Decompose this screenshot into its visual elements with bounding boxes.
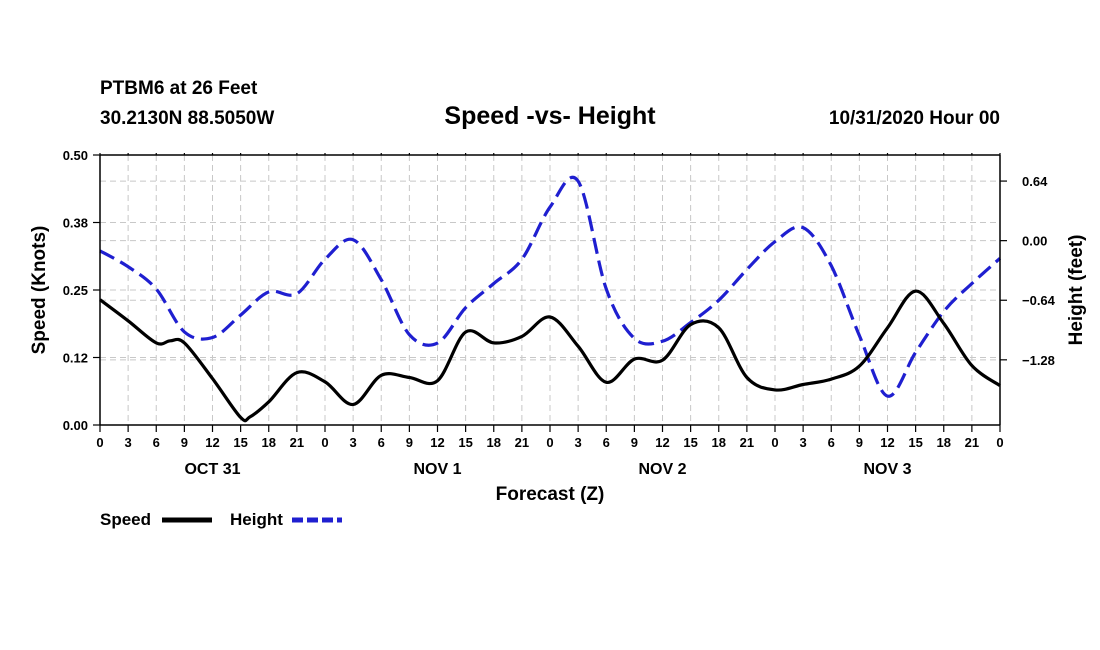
day-labels: OCT 31 NOV 1 NOV 2 NOV 3 <box>184 461 911 478</box>
x-tick-labels: 0 3 6 9 12 15 18 21 0 3 6 9 12 15 18 21 0 3 6 9 12 15 18 21 0 3 6 9… <box>96 435 1003 450</box>
x-tick-label: 3 <box>800 435 807 450</box>
x-tick-label: 3 <box>575 435 582 450</box>
y-right-tick-label: 0.64 <box>1022 174 1048 189</box>
day-label: OCT 31 <box>184 461 240 478</box>
right-y-tick-labels: 0.64 0.00 −0.64 −1.28 <box>1022 174 1056 368</box>
series-line-speed <box>99 289 1001 423</box>
day-label: NOV 1 <box>413 461 461 478</box>
day-label: NOV 2 <box>638 461 686 478</box>
y-left-tick-label: 0.50 <box>63 148 88 163</box>
x-tick-label: 18 <box>937 435 951 450</box>
x-tick-label: 15 <box>233 435 247 450</box>
x-tick-label: 9 <box>856 435 863 450</box>
station-title: PTBM6 at 26 Feet <box>100 78 258 99</box>
chart-title: Speed -vs- Height <box>444 102 656 130</box>
x-tick-label: 3 <box>350 435 357 450</box>
y-left-tick-label: 0.12 <box>63 351 88 366</box>
x-tick-label: 0 <box>771 435 778 450</box>
x-tick-label: 15 <box>458 435 472 450</box>
grid <box>100 155 1000 425</box>
y-left-tick-label: 0.38 <box>63 216 88 231</box>
x-tick-label: 9 <box>406 435 413 450</box>
x-tick-label: 21 <box>740 435 754 450</box>
series-line-height <box>99 175 1002 398</box>
x-tick-label: 6 <box>828 435 835 450</box>
legend-label-height: Height <box>230 510 283 529</box>
x-tick-label: 18 <box>487 435 501 450</box>
chart-date: 10/31/2020 Hour 00 <box>829 108 1000 129</box>
x-axis-title: Forecast (Z) <box>496 484 605 505</box>
x-tick-label: 6 <box>378 435 385 450</box>
y-right-tick-label: −1.28 <box>1022 353 1055 368</box>
x-tick-label: 3 <box>125 435 132 450</box>
y-right-tick-label: −0.64 <box>1022 293 1056 308</box>
y-left-tick-label: 0.00 <box>63 418 88 433</box>
x-tick-label: 0 <box>546 435 553 450</box>
x-tick-label: 0 <box>996 435 1003 450</box>
x-tick-label: 21 <box>965 435 979 450</box>
x-tick-label: 21 <box>515 435 529 450</box>
station-location: 30.2130N 88.5050W <box>100 108 274 129</box>
x-tick-label: 12 <box>205 435 219 450</box>
x-tick-label: 9 <box>181 435 188 450</box>
x-tick-label: 18 <box>712 435 726 450</box>
x-tick-label: 21 <box>290 435 304 450</box>
legend: Speed Height <box>100 510 342 529</box>
x-tick-label: 12 <box>430 435 444 450</box>
x-tick-label: 6 <box>153 435 160 450</box>
y-right-tick-label: 0.00 <box>1022 234 1047 249</box>
axes <box>93 153 1007 432</box>
x-tick-label: 9 <box>631 435 638 450</box>
y-left-tick-label: 0.25 <box>63 283 88 298</box>
x-tick-label: 12 <box>655 435 669 450</box>
x-tick-label: 0 <box>96 435 103 450</box>
x-tick-label: 15 <box>908 435 922 450</box>
x-tick-label: 15 <box>683 435 697 450</box>
left-y-axis-title: Speed (Knots) <box>29 226 50 355</box>
right-y-axis-title: Height (feet) <box>1066 235 1087 346</box>
day-label: NOV 3 <box>863 461 911 478</box>
series-layer <box>99 175 1002 423</box>
left-y-tick-labels: 0.00 0.12 0.25 0.38 0.50 <box>63 148 88 433</box>
legend-label-speed: Speed <box>100 510 151 529</box>
x-tick-label: 0 <box>321 435 328 450</box>
x-tick-label: 6 <box>603 435 610 450</box>
x-tick-label: 18 <box>262 435 276 450</box>
x-tick-label: 12 <box>880 435 894 450</box>
